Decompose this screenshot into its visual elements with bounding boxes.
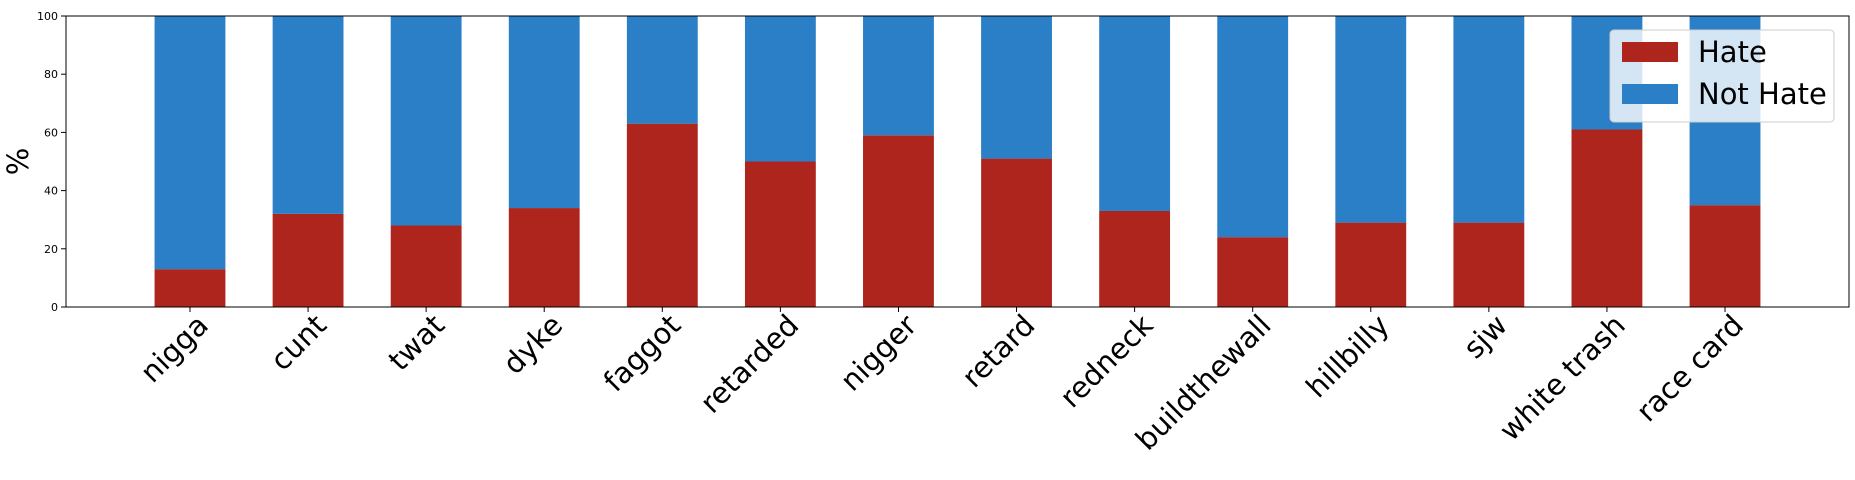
x-tick-label: twat (382, 308, 451, 377)
x-tick-label: race card (1630, 308, 1750, 428)
y-tick-label: 100 (37, 10, 58, 23)
y-tick-label: 20 (44, 243, 58, 256)
bar-not-hate-redneck (1099, 16, 1171, 211)
y-axis-ticks: 0 20 40 60 80 100 (37, 10, 66, 314)
bar-not-hate-dyke (508, 16, 580, 209)
bar-hate-nigga (154, 269, 226, 307)
x-tick-label: redneck (1053, 308, 1160, 415)
y-tick-label: 60 (44, 126, 58, 139)
bar-hate-dyke (508, 208, 580, 307)
bar-not-hate-hillbilly (1335, 16, 1407, 223)
bar-hate-hillbilly (1335, 222, 1407, 307)
bar-hate-retarded (744, 161, 816, 307)
bar-hate-twat (390, 225, 462, 307)
legend-label-not-hate: Not Hate (1698, 77, 1827, 111)
bar-hate-sjw (1453, 222, 1525, 307)
bar-not-hate-buildthewall (1217, 16, 1289, 238)
x-tick-label: faggot (597, 308, 687, 398)
legend-items: Hate Not Hate (1622, 35, 1827, 111)
y-axis-label: % (1, 148, 35, 176)
x-axis-category-labels: nigga cunt twat dyke faggot retarded nigger ret… (134, 307, 1750, 457)
x-tick-label: retard (955, 308, 1041, 394)
legend-label-hate: Hate (1698, 35, 1767, 69)
bar-hate-faggot (626, 123, 698, 307)
bar-hate-race-card (1689, 205, 1761, 307)
bar-hate-white-trash (1571, 129, 1643, 307)
x-tick-label: nigga (134, 308, 215, 389)
bar-not-hate-sjw (1453, 16, 1525, 223)
x-tick-label: retarded (693, 308, 805, 420)
y-tick-label: 40 (44, 185, 58, 198)
bar-hate-nigger (863, 135, 934, 307)
bar-hate-retard (981, 158, 1052, 307)
x-tick-label: hillbilly (1299, 308, 1395, 404)
x-tick-label: nigger (834, 308, 924, 398)
bar-not-hate-nigga (154, 16, 226, 270)
legend-swatch-hate (1622, 42, 1678, 62)
bar-not-hate-twat (390, 16, 462, 226)
legend: Hate Not Hate (1609, 29, 1835, 123)
x-tick-label: dyke (496, 308, 569, 381)
bar-not-hate-faggot (626, 16, 698, 124)
bar-hate-redneck (1099, 210, 1171, 307)
bar-hate-buildthewall (1217, 237, 1289, 307)
bar-hate-cunt (272, 213, 344, 307)
y-tick-label: 80 (44, 68, 58, 81)
bars-layer (154, 16, 1761, 307)
x-tick-label: sjw (1457, 308, 1514, 365)
axes-frame (65, 15, 1850, 308)
bar-not-hate-cunt (272, 16, 344, 214)
x-tick-label: white trash (1492, 308, 1631, 447)
legend-swatch-not-hate (1622, 84, 1678, 104)
x-tick-label: cunt (264, 308, 333, 377)
y-tick-label: 0 (51, 301, 58, 314)
bar-not-hate-nigger (863, 16, 934, 136)
bar-not-hate-retarded (744, 16, 816, 162)
bar-not-hate-retard (981, 16, 1052, 159)
